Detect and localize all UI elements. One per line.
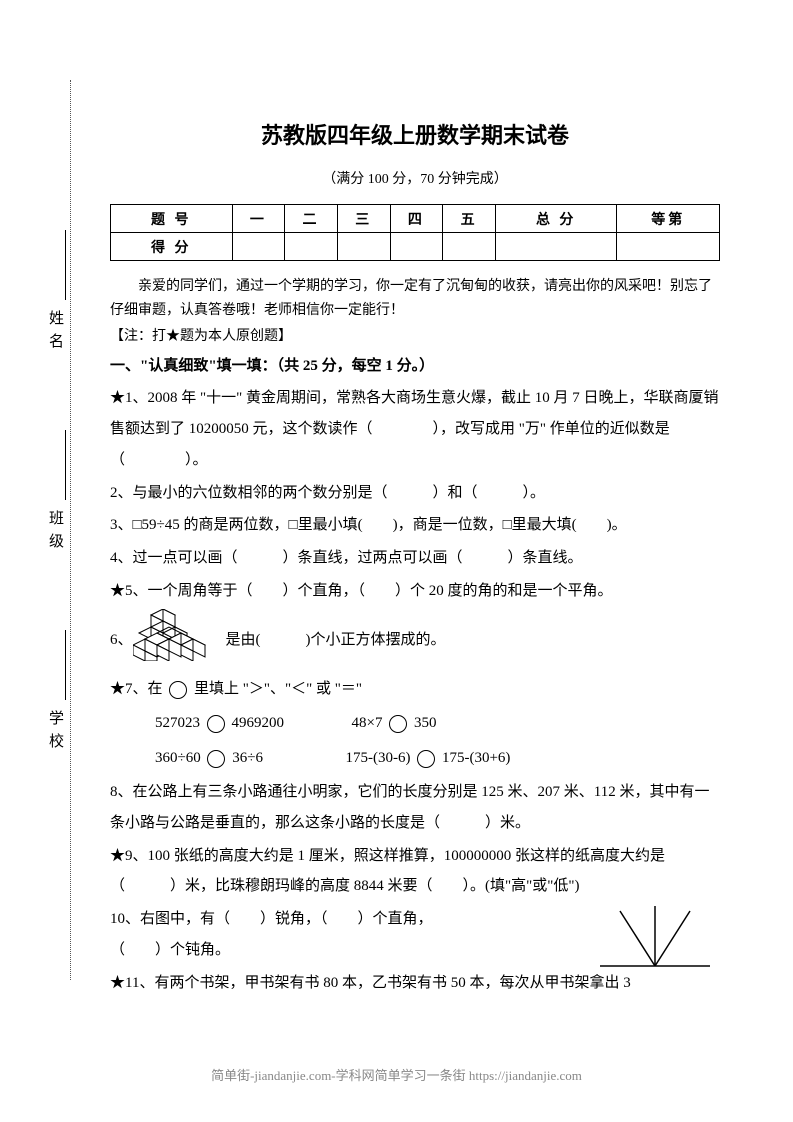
fold-line bbox=[70, 80, 71, 980]
td-score-total bbox=[495, 233, 617, 261]
intro-note: 【注：打★题为本人原创题】 bbox=[110, 325, 720, 349]
q7-r1-d: 350 bbox=[414, 715, 437, 731]
th-1: 一 bbox=[232, 205, 285, 233]
th-2: 二 bbox=[285, 205, 338, 233]
score-table: 题 号 一 二 三 四 五 总 分 等第 得 分 bbox=[110, 204, 720, 261]
td-score-grade bbox=[617, 233, 720, 261]
circle-icon bbox=[389, 715, 407, 733]
intro-text: 亲爱的同学们，通过一个学期的学习，你一定有了沉甸甸的收获，请亮出你的风采吧！别忘… bbox=[110, 275, 720, 323]
question-5: ★5、一个周角等于（ ）个直角，（ ）个 20 度的角的和是一个平角。 bbox=[110, 576, 720, 607]
page-container: 姓名 班级 学校 苏教版四年级上册数学期末试卷 （满分 100 分，70 分钟完… bbox=[0, 0, 793, 1122]
label-name: 姓名 bbox=[45, 310, 66, 356]
q7-text-b: 里填上 "＞"、"＜" 或 "＝" bbox=[190, 681, 362, 697]
th-5: 五 bbox=[443, 205, 496, 233]
question-7-header: ★7、在 里填上 "＞"、"＜" 或 "＝" bbox=[110, 674, 720, 705]
question-8: 8、在公路上有三条小路通往小明家，它们的长度分别是 125 米、207 米、11… bbox=[110, 777, 720, 839]
q7-r2-b: 36÷6 bbox=[232, 750, 263, 766]
circle-icon bbox=[417, 750, 435, 768]
question-3: 3、□59÷45 的商是两位数，□里最小填( )，商是一位数，□里最大填( )。 bbox=[110, 510, 720, 541]
underline-school bbox=[65, 630, 66, 700]
q6-suffix: 是由( )个小正方体摆成的。 bbox=[226, 625, 446, 656]
th-grade: 等第 bbox=[617, 205, 720, 233]
td-score-4 bbox=[390, 233, 443, 261]
q7-r2-d: 175-(30+6) bbox=[442, 750, 510, 766]
th-4: 四 bbox=[390, 205, 443, 233]
angle-svg bbox=[600, 906, 710, 971]
q7-r2-c: 175-(30-6) bbox=[345, 750, 410, 766]
circle-icon bbox=[207, 750, 225, 768]
circle-icon bbox=[169, 681, 187, 699]
td-score-label: 得 分 bbox=[111, 233, 233, 261]
binding-margin: 姓名 班级 学校 bbox=[20, 80, 80, 980]
page-footer: 简单街-jiandanjie.com-学科网简单学习一条街 https://ji… bbox=[0, 1065, 793, 1084]
question-10: 10、右图中，有（ ）锐角，（ ）个直角， （ ）个钝角。 bbox=[110, 904, 720, 966]
th-label: 题 号 bbox=[111, 205, 233, 233]
main-content: 苏教版四年级上册数学期末试卷 （满分 100 分，70 分钟完成） 题 号 一 … bbox=[110, 118, 720, 1000]
q7-r1-a: 527023 bbox=[155, 715, 200, 731]
label-class: 班级 bbox=[45, 510, 66, 556]
label-school: 学校 bbox=[45, 710, 66, 756]
question-2: 2、与最小的六位数相邻的两个数分别是（ ）和（ ）。 bbox=[110, 478, 720, 509]
question-4: 4、过一点可以画（ ）条直线，过两点可以画（ ）条直线。 bbox=[110, 543, 720, 574]
question-1: ★1、2008 年 "十一" 黄金周期间，常熟各大商场生意火爆，截止 10 月 … bbox=[110, 383, 720, 475]
q7-text-a: ★7、在 bbox=[110, 681, 166, 697]
th-total: 总 分 bbox=[495, 205, 617, 233]
th-3: 三 bbox=[337, 205, 390, 233]
q7-r1-b: 4969200 bbox=[232, 715, 285, 731]
cubes-svg bbox=[133, 609, 218, 661]
q6-prefix: 6、 bbox=[110, 625, 133, 656]
td-score-1 bbox=[232, 233, 285, 261]
q7-r1-c: 48×7 bbox=[352, 715, 383, 731]
td-score-3 bbox=[337, 233, 390, 261]
q7-r2-a: 360÷60 bbox=[155, 750, 201, 766]
underline-name bbox=[65, 230, 66, 300]
underline-class bbox=[65, 430, 66, 500]
cubes-figure bbox=[133, 609, 218, 673]
td-score-5 bbox=[443, 233, 496, 261]
td-score-2 bbox=[285, 233, 338, 261]
question-9: ★9、100 张纸的高度大约是 1 厘米，照这样推算，100000000 张这样… bbox=[110, 841, 720, 903]
question-6: 6、 bbox=[110, 609, 720, 673]
table-score-row: 得 分 bbox=[111, 233, 720, 261]
table-header-row: 题 号 一 二 三 四 五 总 分 等第 bbox=[111, 205, 720, 233]
question-11: ★11、有两个书架，甲书架有书 80 本，乙书架有书 50 本，每次从甲书架拿出… bbox=[110, 968, 720, 999]
q7-row-1: 527023 4969200 48×7 350 bbox=[110, 707, 720, 740]
q7-row-2: 360÷60 36÷6 175-(30-6) 175-(30+6) bbox=[110, 742, 720, 775]
circle-icon bbox=[207, 715, 225, 733]
page-subtitle: （满分 100 分，70 分钟完成） bbox=[110, 168, 720, 188]
page-title: 苏教版四年级上册数学期末试卷 bbox=[110, 118, 720, 150]
section-1-header: 一、"认真细致"填一填：（共 25 分，每空 1 分。） bbox=[110, 354, 720, 375]
